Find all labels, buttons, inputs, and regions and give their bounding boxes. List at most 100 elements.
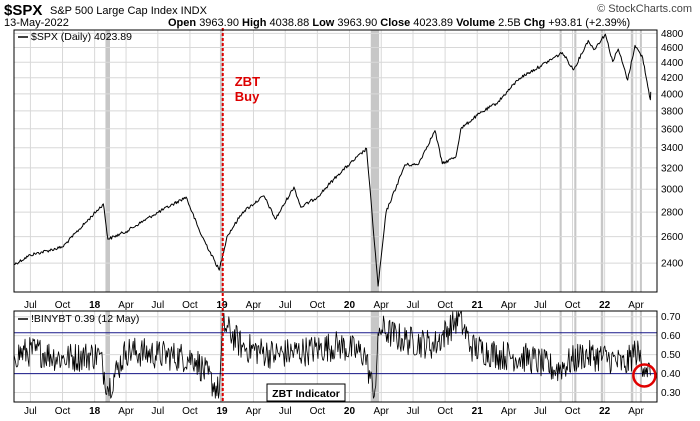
chg-label: Chg — [523, 17, 546, 29]
shaded-period-price — [600, 30, 604, 292]
x-tick-label: 22 — [599, 300, 611, 311]
x-tick-label: 18 — [89, 300, 101, 311]
stockcharts-credit: © StockCharts.com — [597, 3, 692, 15]
index-description: S&P 500 Large Cap Index INDX — [50, 5, 207, 17]
x-tick-label: 19 — [216, 406, 228, 417]
volume-value: 2.5B — [498, 17, 521, 29]
close-label: Close — [380, 17, 411, 29]
x-tick-label: Jul — [24, 406, 37, 417]
binybt-indicator-line — [13, 311, 651, 399]
x-tick-label: Oct — [437, 406, 453, 417]
x-tick-label: 21 — [472, 300, 484, 311]
x-tick-label: Oct — [55, 300, 71, 311]
shaded-period-price — [370, 30, 380, 292]
open-value: 3963.90 — [199, 17, 239, 29]
x-tick-label: 20 — [344, 406, 356, 417]
x-tick-label: Apr — [246, 406, 262, 417]
y-tick-label: 0.30 — [661, 388, 681, 399]
x-tick-label: Oct — [182, 406, 198, 417]
x-tick-label: Oct — [310, 406, 326, 417]
zbt-indicator-label: ZBT Indicator — [272, 388, 340, 400]
x-tick-label: Apr — [246, 300, 262, 311]
x-tick-label: Apr — [628, 406, 644, 417]
shaded-period-price — [574, 30, 577, 292]
low-value: 3963.90 — [337, 17, 378, 29]
y-tick-label: 2800 — [661, 208, 684, 219]
x-tick-label: Apr — [501, 406, 517, 417]
x-tick-label: Apr — [118, 406, 134, 417]
x-tick-label: Oct — [437, 300, 453, 311]
x-tick-label: 18 — [89, 406, 101, 417]
x-tick-label: Jul — [279, 300, 292, 311]
shaded-period-indicator — [219, 311, 224, 402]
x-tick-label: Jul — [534, 406, 547, 417]
quote-date: 13-May-2022 — [4, 17, 69, 29]
chg-value: +93.81 (+2.39%) — [548, 17, 631, 29]
x-tick-label: 20 — [344, 300, 356, 311]
shaded-period-indicator — [559, 311, 562, 402]
y-tick-label: 4400 — [661, 58, 684, 69]
shaded-period-price — [639, 30, 642, 292]
y-tick-label: 4200 — [661, 73, 684, 84]
x-tick-label: Jul — [534, 300, 547, 311]
price-panel-background — [14, 30, 657, 292]
x-tick-label: Oct — [565, 300, 581, 311]
x-tick-label: Apr — [628, 300, 644, 311]
spx-price-line — [13, 33, 652, 287]
indicator-highlight-circle — [632, 363, 657, 388]
x-tick-label: Jul — [279, 406, 292, 417]
low-label: Low — [312, 17, 335, 29]
shaded-period-indicator — [370, 311, 380, 402]
x-tick-label: Jul — [407, 406, 420, 417]
y-tick-label: 4000 — [661, 89, 684, 100]
y-tick-label: 3000 — [661, 185, 684, 196]
x-tick-label: Jul — [24, 300, 37, 311]
y-tick-label: 0.40 — [661, 369, 681, 380]
volume-label: Volume — [456, 17, 496, 29]
shaded-period-price — [630, 30, 634, 292]
indicator-legend-text: !BINYBT 0.39 (12 May) — [31, 313, 139, 325]
x-tick-label: 21 — [472, 406, 484, 417]
x-tick-label: Apr — [373, 300, 389, 311]
x-tick-label: Apr — [118, 300, 134, 311]
y-tick-label: 3200 — [661, 163, 684, 174]
y-tick-label: 3600 — [661, 124, 684, 135]
x-tick-label: Apr — [501, 300, 517, 311]
price-panel-border — [13, 29, 658, 293]
price-legend-text: $SPX (Daily) 4023.89 — [31, 31, 132, 43]
y-tick-label: 2400 — [661, 259, 684, 270]
zbt-buy-label: Buy — [235, 89, 260, 104]
symbol-title: $SPX — [4, 2, 43, 19]
y-tick-label: 0.60 — [661, 331, 681, 342]
high-label: High — [242, 17, 267, 29]
zbt-indicator-label-box — [266, 383, 346, 402]
quote-line: Open 3963.90 High 4038.88 Low 3963.90 Cl… — [168, 17, 630, 29]
x-tick-label: Jul — [151, 406, 164, 417]
y-tick-label: 3400 — [661, 143, 684, 154]
y-tick-label: 3800 — [661, 106, 684, 117]
x-tick-label: Oct — [55, 406, 71, 417]
close-value: 4023.89 — [413, 17, 454, 29]
open-label: Open — [168, 17, 197, 29]
y-tick-label: 4800 — [661, 29, 684, 40]
y-tick-label: 0.50 — [661, 350, 681, 361]
y-tick-label: 4600 — [661, 43, 684, 54]
x-tick-label: Jul — [151, 300, 164, 311]
x-tick-label: Jul — [407, 300, 420, 311]
shaded-period-indicator — [105, 311, 110, 402]
indicator-panel-border — [13, 310, 658, 403]
shaded-period-price — [105, 30, 110, 292]
x-tick-label: Oct — [182, 300, 198, 311]
x-tick-label: 22 — [599, 406, 611, 417]
y-tick-label: 0.70 — [661, 312, 681, 323]
x-tick-label: Apr — [373, 406, 389, 417]
x-tick-label: Oct — [310, 300, 326, 311]
zbt-buy-label: ZBT — [235, 74, 260, 89]
shaded-period-price — [219, 30, 224, 292]
x-tick-label: Oct — [565, 406, 581, 417]
shaded-period-price — [559, 30, 562, 292]
y-tick-label: 2600 — [661, 232, 684, 243]
shaded-period-indicator — [600, 311, 604, 402]
